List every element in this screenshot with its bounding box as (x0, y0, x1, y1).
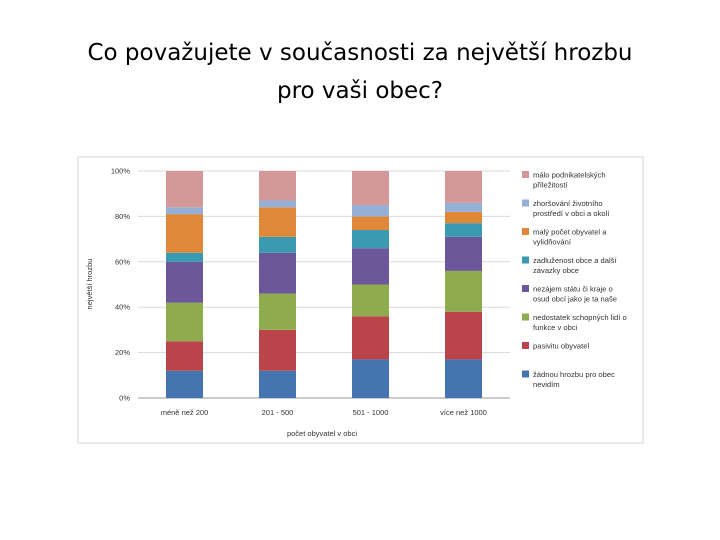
bar-segment (445, 270, 482, 312)
legend-label: zhoršování životního prostředí v obci a o… (533, 199, 610, 218)
legend-swatch (522, 256, 529, 264)
x-tick-label: 501 - 1000 (353, 408, 389, 417)
bar-segment (166, 171, 203, 208)
y-tick-label: 100% (111, 167, 131, 176)
bar-segment (352, 230, 389, 249)
bar-segment (352, 248, 389, 285)
bar-segment (166, 252, 203, 262)
chart-border (77, 156, 644, 444)
bar-segment (352, 171, 389, 206)
bar-segment (166, 302, 203, 342)
bar-segment (445, 311, 482, 360)
x-tick-label: 201 - 500 (262, 408, 294, 417)
bar-segment (166, 341, 203, 371)
legend-swatch (522, 228, 529, 235)
legend-swatch (522, 171, 529, 178)
bar-segment (259, 370, 296, 398)
legend-item: zhoršování životního prostředí v obci a o… (522, 199, 610, 218)
legend-item: zadluženost obce a další závazky obce (522, 256, 617, 275)
bar-segment (445, 211, 482, 224)
bar-segment (352, 205, 389, 217)
legend-label: málo podnikatelských příležitostí (533, 171, 606, 190)
legend-label: zadluženost obce a další závazky obce (533, 256, 617, 275)
bar-segment (166, 261, 203, 303)
y-tick-label: 20% (115, 348, 130, 357)
legend-label: nezájem státu či kraje o osud obcí jako j… (533, 285, 617, 304)
bars (166, 171, 482, 398)
bar-segment (445, 202, 482, 212)
legend-swatch (522, 370, 529, 378)
y-tick-label: 40% (115, 303, 130, 312)
legend-label: nedostatek schopných lidí o funkce v obci (533, 313, 627, 332)
x-axis-label: počet obyvatel v obci (287, 429, 357, 438)
legend-item: žádnou hrozbu pro obec nevidím (522, 370, 615, 389)
legend-label: pasivitu obyvatel (533, 342, 589, 351)
y-axis-label: největší hrozbu (85, 259, 94, 310)
bar-segment (352, 284, 389, 317)
legend-item: malý počet obyvatel a vylidňování (522, 228, 607, 247)
bar-segment (445, 359, 482, 398)
bar-segment (259, 252, 296, 294)
legend: málo podnikatelských příležitostí zhoršová… (522, 171, 627, 389)
bar-segment (259, 236, 296, 253)
slide-title-line-1: Co považujete v současnosti za největší … (87, 40, 633, 66)
bar-segment (259, 200, 296, 208)
legend-swatch (522, 342, 529, 349)
bar-segment (445, 171, 482, 203)
x-axis-ticks: méně než 200 201 - 500 501 - 1000 více než … (161, 408, 487, 417)
legend-swatch (522, 285, 529, 292)
bar-segment (352, 359, 389, 398)
bar-segment (166, 370, 203, 398)
legend-swatch (522, 199, 529, 207)
legend-label: malý počet obyvatel a vylidňování (533, 228, 607, 247)
slide-title-line-2: pro vaši obec? (277, 78, 443, 104)
bar-segment (259, 171, 296, 201)
y-tick-label: 0% (119, 394, 130, 403)
legend-item: nezájem státu či kraje o osud obcí jako j… (522, 285, 617, 304)
bar-segment (259, 207, 296, 237)
y-axis-ticks: 0% 20% 40% 60% 80% 100% (111, 167, 131, 403)
bar-segment (259, 329, 296, 371)
bar-segment (352, 316, 389, 360)
bar-segment (166, 214, 203, 253)
x-tick-label: více než 1000 (440, 408, 487, 417)
bar-segment (352, 216, 389, 231)
bar-segment (259, 293, 296, 330)
slide-title: Co považujete v současnosti za největší … (40, 34, 680, 110)
y-tick-label: 60% (115, 257, 130, 266)
bar-segment (445, 236, 482, 271)
y-tick-label: 80% (115, 212, 130, 221)
bar-segment (445, 223, 482, 237)
legend-item: pasivitu obyvatel (522, 342, 589, 351)
x-tick-label: méně než 200 (161, 408, 209, 417)
legend-item: málo podnikatelských příležitostí (522, 171, 606, 190)
legend-label: žádnou hrozbu pro obec nevidím (533, 370, 615, 389)
legend-swatch (522, 313, 529, 321)
bar-segment (166, 207, 203, 215)
legend-item: nedostatek schopných lidí o funkce v obci (522, 313, 627, 332)
